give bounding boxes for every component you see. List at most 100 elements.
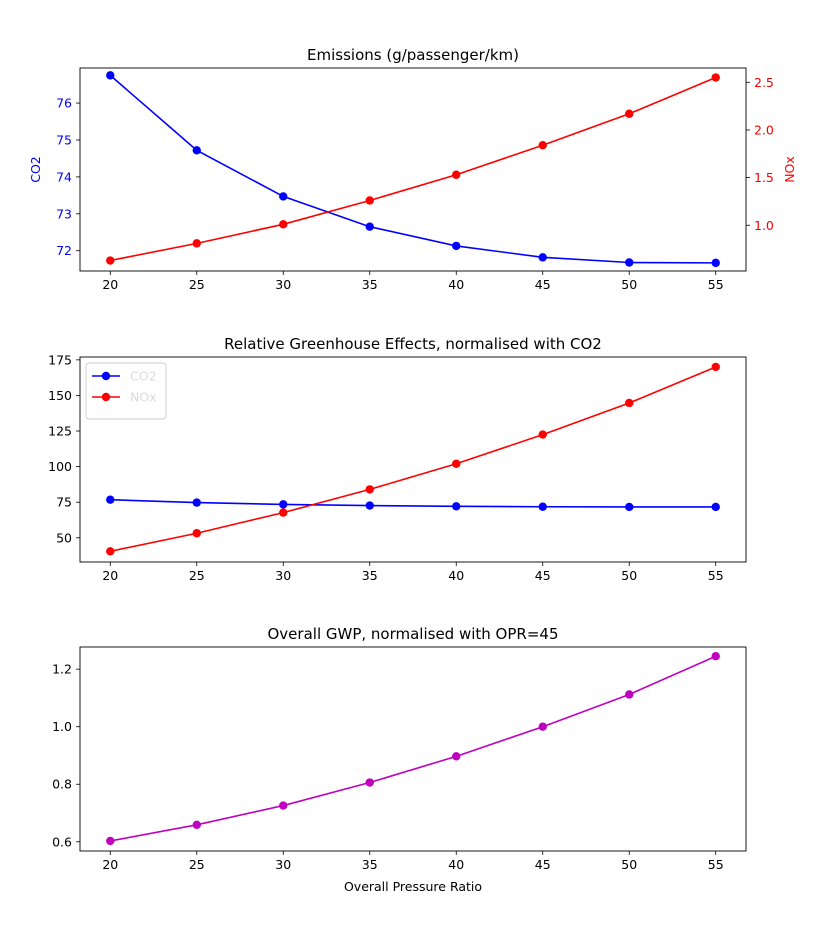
x-tick-label: 25 xyxy=(189,568,205,583)
y-tick-label: 175 xyxy=(48,352,72,367)
data-point xyxy=(279,500,288,509)
data-point xyxy=(711,73,720,82)
data-point xyxy=(192,239,201,248)
x-tick-label: 55 xyxy=(708,277,724,292)
series-line xyxy=(110,366,717,553)
data-point xyxy=(452,502,461,511)
y-tick-label: 0.6 xyxy=(52,834,72,849)
data-point xyxy=(538,140,547,150)
y-tick-label: 74 xyxy=(56,169,72,184)
data-point xyxy=(365,778,374,787)
x-tick-label: 30 xyxy=(275,857,291,872)
series-line xyxy=(110,498,716,508)
y-tick-label: 75 xyxy=(56,132,72,147)
data-point xyxy=(538,430,547,439)
data-point xyxy=(279,192,288,201)
data-point xyxy=(192,498,201,507)
data-point xyxy=(538,502,547,511)
data-point xyxy=(279,801,288,810)
data-point xyxy=(452,170,461,179)
legend-marker xyxy=(101,371,111,381)
x-tick-label: 55 xyxy=(708,857,724,872)
data-point xyxy=(711,258,720,268)
data-point xyxy=(711,362,720,372)
data-point xyxy=(106,495,115,504)
x-tick-label: 50 xyxy=(621,857,637,872)
x-tick-label: 45 xyxy=(535,857,551,872)
x-tick-label: 45 xyxy=(535,568,551,583)
data-point xyxy=(538,722,547,731)
x-tick-label: 50 xyxy=(621,277,637,292)
x-tick-label: 40 xyxy=(448,277,464,292)
series-line xyxy=(110,76,717,262)
y-right-tick-label: 2.5 xyxy=(754,75,774,90)
data-point xyxy=(365,222,374,231)
x-tick-label: 55 xyxy=(708,568,724,583)
y-tick-label: 75 xyxy=(56,495,72,510)
x-tick-label: 35 xyxy=(362,568,378,583)
data-point xyxy=(106,547,115,556)
data-point xyxy=(106,836,115,846)
data-point xyxy=(711,652,720,661)
y-tick-label: 100 xyxy=(48,459,72,474)
y-axis-label: CO2 xyxy=(28,156,43,183)
data-point xyxy=(538,253,547,262)
y-tick-label: 125 xyxy=(48,424,72,439)
data-point xyxy=(452,241,461,251)
y-tick-label: 150 xyxy=(48,388,72,403)
data-point xyxy=(711,502,720,512)
y-right-tick-label: 1.0 xyxy=(754,218,774,233)
x-tick-label: 50 xyxy=(621,568,637,583)
data-point xyxy=(365,485,374,494)
chart-title: Overall GWP, normalised with OPR=45 xyxy=(268,625,559,643)
data-point xyxy=(625,690,634,699)
x-axis-label: Overall Pressure Ratio xyxy=(344,879,482,894)
data-point xyxy=(192,820,201,830)
chart-title: Emissions (g/passenger/km) xyxy=(307,46,519,64)
x-tick-label: 20 xyxy=(102,568,118,583)
data-point xyxy=(106,71,115,80)
legend-marker xyxy=(101,392,111,402)
data-point xyxy=(365,501,374,510)
plot-frame xyxy=(79,67,747,272)
x-tick-label: 25 xyxy=(189,277,205,292)
data-point xyxy=(192,529,201,538)
data-point xyxy=(279,508,288,517)
y-tick-label: 76 xyxy=(56,96,72,111)
series-line xyxy=(110,655,717,842)
y-tick-label: 1.2 xyxy=(52,662,72,677)
x-tick-label: 35 xyxy=(362,277,378,292)
y-tick-label: 1.0 xyxy=(52,719,72,734)
y-tick-label: 0.8 xyxy=(52,777,72,792)
data-point xyxy=(625,398,634,408)
x-tick-label: 20 xyxy=(102,857,118,872)
data-point xyxy=(452,752,461,761)
plot-frame xyxy=(79,356,747,563)
chart-panel-1: Emissions (g/passenger/km) 20 25 30 35 40 45 50… xyxy=(28,46,797,292)
y-tick-label: 50 xyxy=(56,530,72,545)
x-tick-label: 30 xyxy=(275,568,291,583)
data-point xyxy=(625,258,634,267)
data-point xyxy=(452,459,461,468)
data-point xyxy=(365,196,374,205)
x-tick-label: 40 xyxy=(448,857,464,872)
x-tick-label: 20 xyxy=(102,277,118,292)
y-right-axis-label: NOx xyxy=(782,156,797,183)
x-tick-label: 40 xyxy=(448,568,464,583)
x-tick-label: 30 xyxy=(275,277,291,292)
x-tick-label: 35 xyxy=(362,857,378,872)
data-point xyxy=(279,220,288,229)
x-tick-label: 45 xyxy=(535,277,551,292)
series-line xyxy=(109,74,716,264)
y-tick-label: 73 xyxy=(56,206,72,221)
data-point xyxy=(106,256,115,265)
chart-panel-3: Overall GWP, normalised with OPR=45 20 25 3… xyxy=(52,625,724,894)
plot-frame xyxy=(79,646,747,852)
x-tick-label: 25 xyxy=(189,857,205,872)
data-point xyxy=(625,502,634,512)
chart-title: Relative Greenhouse Effects, normalised … xyxy=(224,335,602,353)
legend-box xyxy=(85,362,167,420)
data-point xyxy=(192,146,201,155)
y-right-tick-label: 2.0 xyxy=(754,122,774,137)
